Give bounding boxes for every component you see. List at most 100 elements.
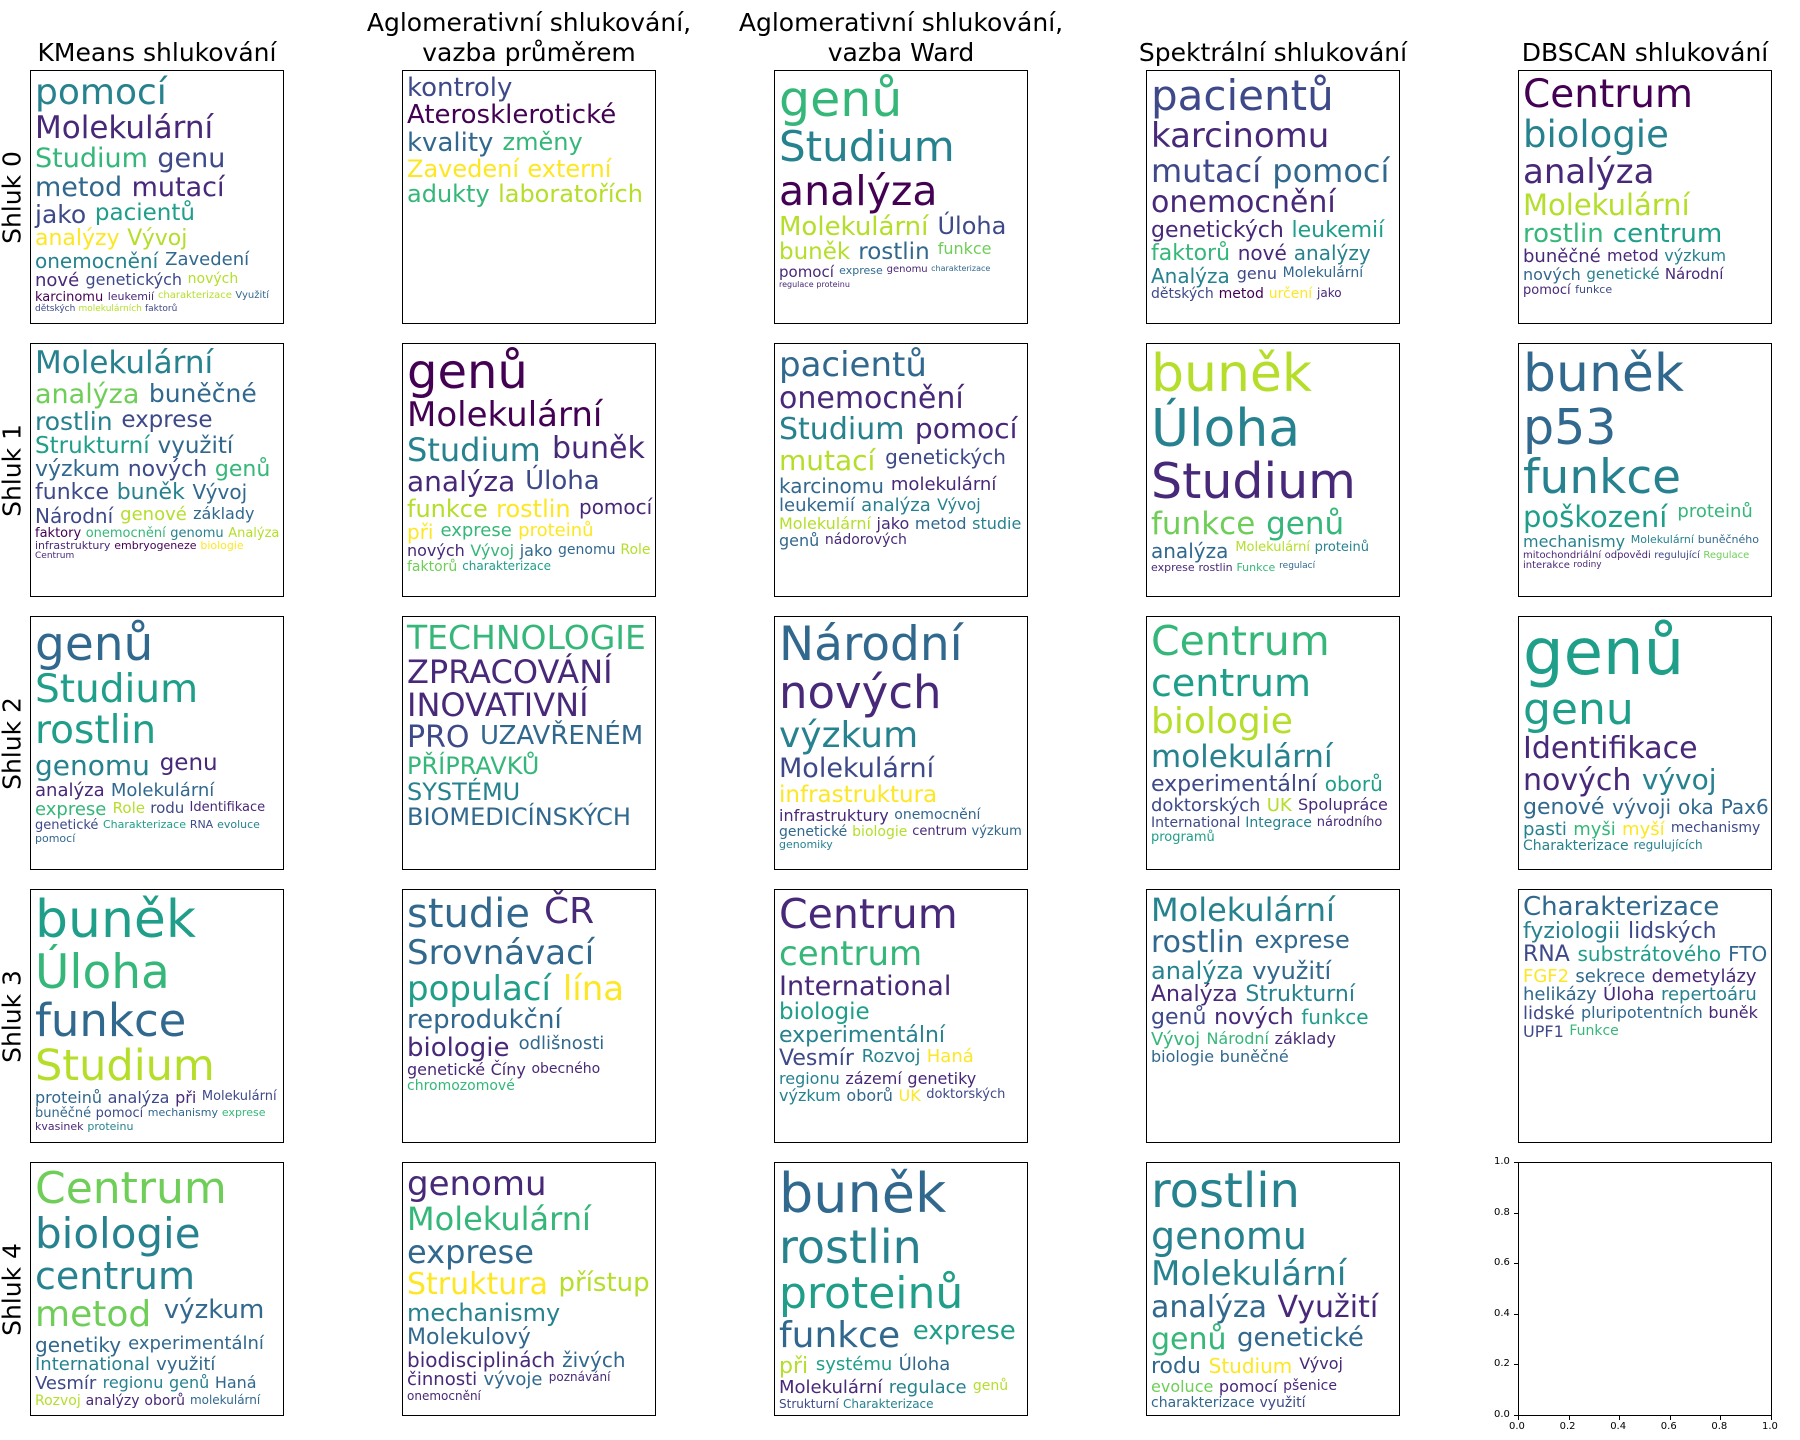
wordcloud-word: proteinů: [35, 1088, 103, 1108]
y-tick-label: 0.4: [1494, 1307, 1510, 1319]
wordcloud-word: exprese: [221, 1106, 266, 1120]
wordcloud-word: Studium: [407, 431, 541, 470]
x-tick-label: 0.6: [1660, 1421, 1677, 1432]
wordcloud-word: sekrece: [1575, 965, 1646, 987]
wordcloud-word: genomu: [886, 264, 928, 276]
wordcloud-word: Molekulární: [1151, 1254, 1347, 1295]
wordcloud-word: FGF2: [1523, 965, 1570, 987]
x-tick-label: 0.8: [1711, 1421, 1728, 1432]
wordcloud-word: infrastruktura: [779, 781, 938, 808]
wordcloud-word: metod: [35, 171, 123, 203]
empty-axes: [1518, 1162, 1772, 1416]
x-tick-mark: [1518, 1416, 1519, 1420]
wordcloud-word: INOVATIVNÍ: [407, 686, 589, 725]
wordcloud-word: dětských: [35, 303, 76, 314]
wordcloud-word: buněk: [1151, 344, 1313, 404]
wordcloud-word: BIOMEDICÍNSKÝCH: [407, 802, 631, 831]
wordcloud-word: Pax6: [1720, 795, 1769, 820]
wordcloud-word: analýza: [35, 378, 140, 410]
wordcloud-word: jako: [519, 541, 553, 561]
wordcloud-word: SYSTÉMU: [407, 777, 521, 806]
wordcloud-word: národního: [1316, 815, 1383, 831]
wordcloud-word: Strukturní: [35, 433, 150, 460]
wordcloud-word: laboratořích: [498, 180, 643, 209]
wordcloud-word: Charakterizace: [102, 818, 186, 832]
wordcloud-word: analýza: [107, 1088, 170, 1108]
wordcloud-word: doktorských: [926, 1087, 1006, 1103]
wordcloud-word: biologie: [1151, 1047, 1215, 1067]
wordcloud-word: buněk: [551, 431, 645, 467]
wordcloud-word: využití: [1252, 957, 1332, 986]
wordcloud-word: Molekulární: [35, 345, 214, 381]
wordcloud-word: Číny: [490, 1060, 526, 1079]
wordcloud-word: Studium: [35, 143, 148, 175]
wordcloud-word: regionu: [102, 1372, 164, 1392]
wordcloud-word: Analýza: [228, 525, 280, 541]
wordcloud-word: genetické: [35, 818, 99, 834]
wordcloud-word: zázemí: [845, 1069, 902, 1089]
wordcloud-word: využití: [157, 433, 234, 460]
wordcloud-word: biologie: [1151, 700, 1293, 742]
wordcloud-panel: kontroly Aterosklerotické kvality změny Zave…: [402, 70, 656, 324]
wordcloud-word: Integrace: [1245, 815, 1312, 832]
wordcloud-word: Centrum: [1151, 617, 1330, 665]
wordcloud-word: pomocí: [779, 263, 834, 282]
wordcloud-word: genu: [1523, 684, 1634, 736]
wordcloud-word: pomocí: [35, 832, 76, 846]
wordcloud-word: charakterizace: [1151, 1394, 1255, 1411]
wordcloud-word: Vesmír: [779, 1046, 854, 1072]
wordcloud-word: oka: [1678, 795, 1714, 820]
x-tick-label: 0.0: [1509, 1421, 1525, 1432]
wordcloud-word: Národní: [1206, 1028, 1269, 1048]
wordcloud-word: genetické: [779, 823, 848, 840]
wordcloud-word: biologie: [407, 1032, 510, 1063]
x-tick-mark: [1568, 1416, 1570, 1420]
wordcloud-word: mutací: [131, 171, 225, 203]
wordcloud-word: Identifikace: [189, 799, 266, 815]
wordcloud-word: buněk: [116, 480, 185, 506]
wordcloud-word: exprese: [839, 264, 883, 278]
wordcloud-word: genů: [972, 1378, 1009, 1395]
wordcloud-word: nových: [779, 666, 942, 720]
wordcloud-word: buněk: [1523, 344, 1685, 404]
wordcloud-word: Molekulární: [201, 1089, 277, 1105]
y-tick-mark: [1514, 1415, 1518, 1416]
wordcloud-word: molekulárních: [78, 303, 142, 314]
wordcloud-word: funkce: [407, 495, 488, 524]
wordcloud-word: výzkum: [779, 1086, 841, 1106]
wordcloud-word: Srovnávací: [407, 933, 595, 973]
wordcloud-word: substrátového: [1577, 942, 1722, 967]
wordcloud-word: Studium: [779, 412, 905, 448]
wordcloud-word: exprese: [1151, 561, 1195, 575]
wordcloud-panel: genomu Molekulární exprese Struktura přístup…: [402, 1162, 656, 1416]
wordcloud-word: leukemií: [1291, 217, 1385, 243]
wordcloud-word: kvality: [407, 127, 494, 158]
wordcloud-word: Centrum: [35, 1163, 227, 1214]
wordcloud-word: experimentální: [1151, 772, 1318, 798]
row-label: Shluk 0: [0, 151, 27, 244]
wordcloud-word: analýzy: [85, 1392, 140, 1409]
wordcloud-word: Charakterizace: [1523, 838, 1629, 855]
wordcloud-word: genové: [120, 503, 187, 525]
wordcloud-word: biodisciplinách: [407, 1347, 556, 1372]
wordcloud-word: Úloha: [1151, 398, 1301, 459]
wordcloud-word: při: [175, 1088, 197, 1108]
wordcloud-word: rodu: [150, 798, 185, 817]
wordcloud-word: nových: [1214, 1005, 1294, 1031]
wordcloud-word: oborů: [144, 1392, 186, 1409]
wordcloud-word: Haná: [926, 1046, 974, 1068]
wordcloud-word: doktorských: [1151, 795, 1261, 817]
wordcloud-word: mutací: [779, 443, 876, 477]
wordcloud-word: využití: [156, 1354, 216, 1375]
wordcloud-word: Zavedení: [407, 154, 519, 183]
wordcloud-word: činnosti: [407, 1368, 478, 1390]
wordcloud-word: metod: [914, 514, 967, 533]
wordcloud-word: genu: [157, 143, 226, 175]
wordcloud-panel: Centrum biologie centrum metod výzkum genetik…: [30, 1162, 284, 1416]
wordcloud-word: dětských: [1151, 286, 1214, 303]
wordcloud-word: Centrum: [35, 550, 75, 561]
wordcloud-word: International: [1151, 815, 1241, 832]
wordcloud-panel: Národní nových výzkum Molekulární infrastruk…: [774, 616, 1028, 870]
wordcloud-word: analýza: [1151, 1290, 1268, 1325]
wordcloud-word: Analýza: [1151, 264, 1230, 289]
